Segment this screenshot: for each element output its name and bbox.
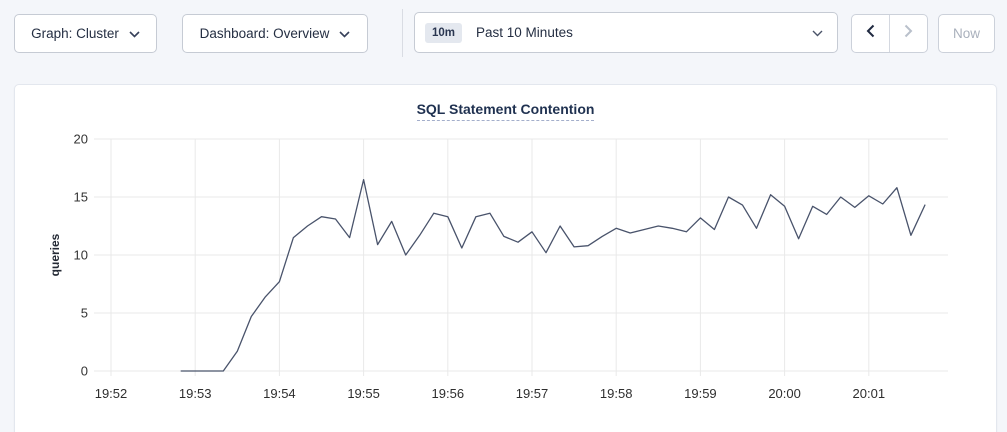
dashboard-dropdown[interactable]: Dashboard: Overview: [182, 14, 368, 53]
now-button[interactable]: Now: [938, 14, 995, 53]
x-tick-label: 19:52: [95, 386, 128, 401]
x-tick-label: 19:55: [347, 386, 380, 401]
x-tick-label: 20:00: [768, 386, 801, 401]
sql-contention-chart[interactable]: 0 5 10 15 20 19:52 19:53 19:54 19:55 19:56 19:57 19…: [15, 126, 998, 426]
y-tick-label: 20: [74, 132, 88, 147]
x-tick-label: 20:01: [853, 386, 886, 401]
chevron-left-icon: [866, 24, 875, 43]
series-line: [180, 178, 926, 372]
chevron-right-icon: [904, 24, 913, 43]
y-tick-label: 15: [74, 190, 88, 205]
y-tick-label: 10: [74, 248, 88, 263]
x-tick-label: 19:53: [179, 386, 212, 401]
x-tick-label: 19:54: [263, 386, 296, 401]
chart-card: SQL Statement Contention 0 5 10 15 20 19:52 19…: [14, 84, 997, 432]
x-tick-label: 19:58: [600, 386, 633, 401]
x-tick-label: 19:59: [684, 386, 717, 401]
time-range-label: Past 10 Minutes: [476, 25, 573, 40]
x-tick-label: 19:56: [432, 386, 465, 401]
graph-dropdown-label: Graph: Cluster: [31, 26, 119, 41]
time-next-button[interactable]: [889, 15, 927, 52]
time-range-selector[interactable]: 10m Past 10 Minutes: [414, 12, 838, 53]
chevron-down-icon: [812, 24, 823, 42]
y-tick-label: 0: [81, 364, 88, 379]
y-axis-label: queries: [48, 233, 62, 276]
toolbar-divider: [402, 9, 403, 57]
time-prev-button[interactable]: [852, 15, 889, 52]
chevron-down-icon: [129, 26, 140, 41]
graph-dropdown[interactable]: Graph: Cluster: [14, 14, 157, 53]
dashboard-dropdown-label: Dashboard: Overview: [199, 26, 330, 41]
time-range-badge: 10m: [425, 22, 463, 43]
time-nav-group: [851, 14, 928, 53]
chevron-down-icon: [339, 26, 350, 41]
x-tick-label: 19:57: [516, 386, 549, 401]
toolbar: Graph: Cluster Dashboard: Overview 10m P…: [0, 0, 1007, 66]
chart-title[interactable]: SQL Statement Contention: [416, 101, 595, 121]
y-tick-label: 5: [81, 306, 88, 321]
